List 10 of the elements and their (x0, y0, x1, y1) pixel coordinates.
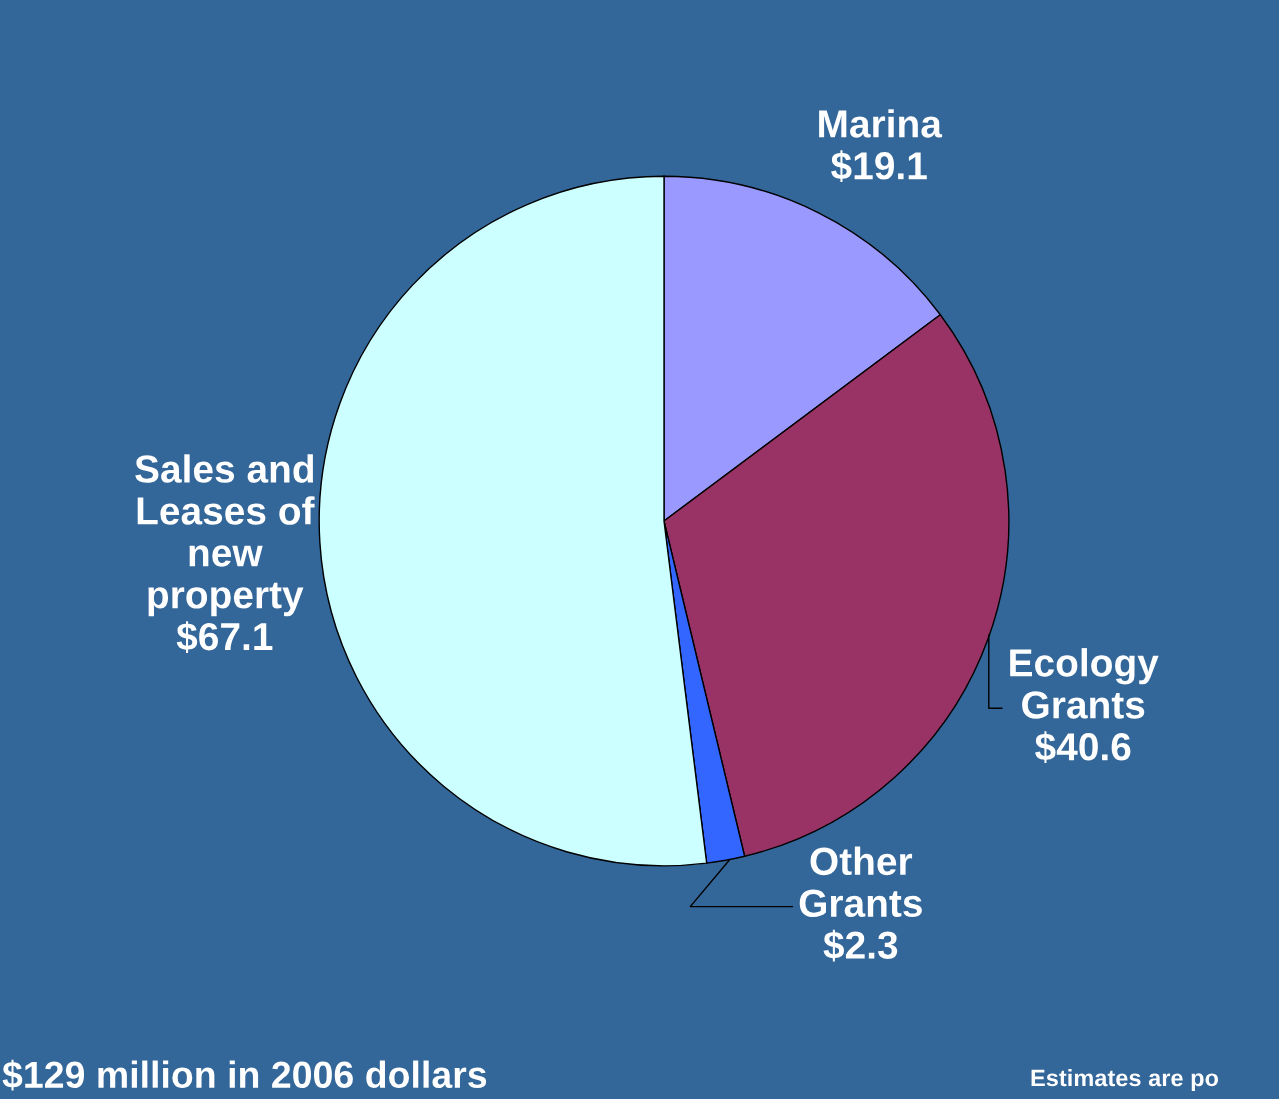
slice-label: Ecology Grants (1010, 648, 1159, 719)
slice-label: Other Grants (799, 846, 922, 918)
data-label: $40.6 (1035, 731, 1131, 764)
text: Estimates are po (1031, 1068, 1219, 1092)
data-label: $67.1 (176, 621, 273, 653)
data-label: $2.3 (823, 929, 898, 962)
slice-label: Sales and Leases of new property (135, 454, 315, 617)
data-label: $19.1 (831, 150, 927, 183)
text: $129 million in 2006 dollars (2, 1059, 487, 1091)
slice-label: Marina (819, 109, 943, 138)
